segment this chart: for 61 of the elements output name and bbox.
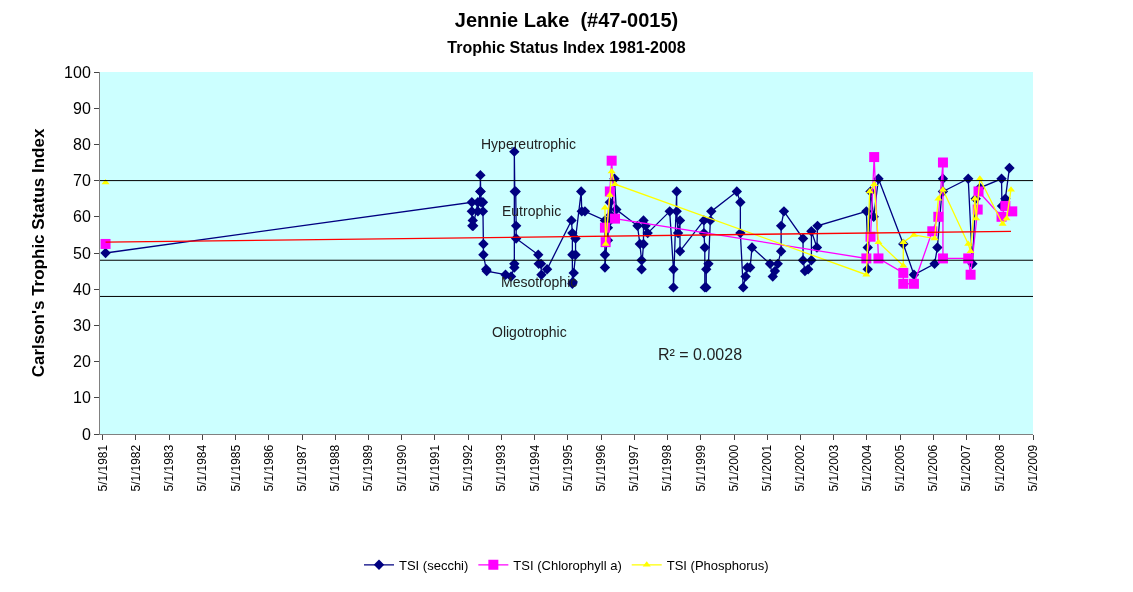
point [898,278,909,289]
x-tick-label: 5/1/1989 [361,444,376,492]
x-tick-label: 5/1/2003 [826,444,841,492]
point [965,269,976,280]
y-tick-label: 20 [73,353,91,371]
legend-label: TSI (secchi) [399,557,469,573]
y-tick-label: 100 [64,63,91,81]
point [898,267,909,278]
x-tick-label: 5/1/1998 [660,444,675,492]
chart-subtitle: Trophic Status Index 1981-2008 [447,38,686,56]
x-tick-label: 5/1/2006 [926,444,941,492]
x-tick-label: 5/1/1981 [95,444,110,492]
x-tick-label: 5/1/1993 [494,444,509,492]
x-tick-label: 5/1/1988 [328,444,343,492]
x-tick-label: 5/1/1986 [261,444,276,492]
point [869,152,880,163]
x-tick-label: 5/1/2001 [760,444,775,492]
x-tick-label: 5/1/1996 [594,444,609,492]
y-tick-label: 10 [73,389,91,407]
annotation: R² = 0.0028 [658,346,743,363]
y-tick-label: 40 [73,280,91,298]
x-tick-label: 5/1/1992 [461,444,476,492]
point [937,157,948,168]
x-tick-label: 5/1/2004 [859,444,874,492]
annotation: Hypereutrophic [481,136,576,152]
point [606,155,617,166]
y-tick-label: 90 [73,99,91,117]
point [873,253,884,264]
legend-label: TSI (Chlorophyll a) [513,557,622,573]
x-tick-label: 5/1/2000 [726,444,741,492]
y-tick-label: 70 [73,172,91,190]
y-tick-label: 30 [73,317,91,334]
point [610,213,621,224]
point [100,238,111,249]
x-tick-label: 5/1/1991 [427,444,442,492]
annotation: Oligotrophic [492,324,567,340]
y-axis-title: Carlson's Trophic Status Index [28,128,48,378]
x-tick-label: 5/1/1983 [162,444,177,492]
y-tick-label: 80 [73,136,91,153]
point [908,278,919,289]
x-tick-label: 5/1/1997 [627,444,642,492]
legend-label: TSI (Phosphorus) [666,557,769,573]
x-tick-label: 5/1/1999 [693,444,708,492]
x-tick-label: 5/1/1995 [560,444,575,492]
x-tick-label: 5/1/1984 [195,444,210,492]
x-tick-label: 5/1/2005 [893,444,907,492]
x-tick-label: 5/1/2002 [793,444,808,492]
x-tick-label: 5/1/2007 [959,444,974,492]
y-tick-label: 60 [73,208,91,226]
x-tick-label: 5/1/2008 [992,444,1007,492]
chart-title: Jennie Lake (#47-0015) [454,8,679,31]
point [963,253,974,264]
y-tick-label: 0 [81,425,91,443]
x-tick-label: 5/1/1982 [128,444,143,492]
x-tick-label: 5/1/1990 [394,444,409,492]
x-tick-label: 5/1/2009 [1025,444,1040,492]
x-tick-label: 5/1/1987 [294,444,309,492]
y-tick-label: 50 [73,244,91,262]
point [937,253,948,264]
x-tick-label: 5/1/1985 [228,444,243,492]
x-tick-label: 5/1/1994 [527,444,542,492]
